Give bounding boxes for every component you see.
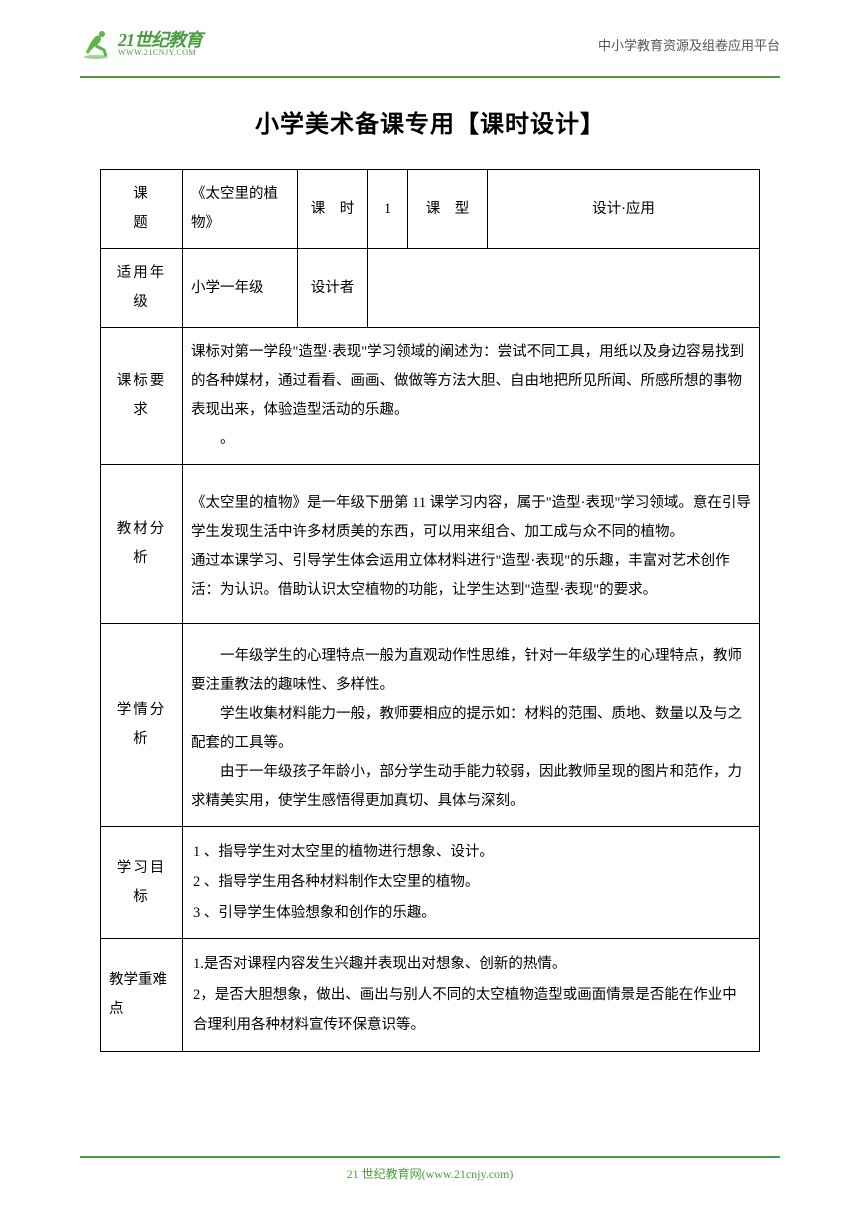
textbook-content: 《太空里的植物》是一年级下册第 11 课学习内容，属于"造型·表现"学习领域。意… [183,465,760,624]
para: 1.是否对课程内容发生兴趣并表现出对想象、创新的热情。 [193,949,749,979]
standard-content: 课标对第一学段"造型·表现"学习领域的阐述为：尝试不同工具，用纸以及身边容易找到… [183,328,760,465]
type-label: 课 型 [408,170,488,249]
grade-label: 适用年级 [101,249,183,328]
topic-label: 课 题 [101,170,183,249]
header-right-text: 中小学教育资源及组卷应用平台 [598,35,780,54]
table-row: 学情分析 一年级学生的心理特点一般为直观动作性思维，针对一年级学生的心理特点，教… [101,624,760,827]
designer-label: 设计者 [298,249,368,328]
table-row: 课 题 《太空里的植物》 课 时 1 课 型 设计·应用 [101,170,760,249]
logo-sub-text: WWW.21CNJY.COM [118,49,202,57]
para: 。 [191,425,751,454]
table-row: 课标要求 课标对第一学段"造型·表现"学习领域的阐述为：尝试不同工具，用纸以及身… [101,328,760,465]
standard-label: 课标要求 [101,328,183,465]
para: 课标对第一学段"造型·表现"学习领域的阐述为：尝试不同工具，用纸以及身边容易找到… [191,338,751,425]
type-value: 设计·应用 [488,170,760,249]
situation-label: 学情分析 [101,624,183,827]
para: 2 、指导学生用各种材料制作太空里的植物。 [193,867,749,897]
footer-text: 21 世纪教育网(www.21cnjy.com) [0,1165,860,1182]
para: 由于一年级孩子年龄小，部分学生动手能力较弱，因此教师呈现的图片和范作，力求精美实… [191,758,751,816]
period-label: 课 时 [298,170,368,249]
designer-value [368,249,760,328]
logo-text: 21世纪教育 WWW.21CNJY.COM [118,31,202,57]
situation-content: 一年级学生的心理特点一般为直观动作性思维，针对一年级学生的心理特点，教师要注重教… [183,624,760,827]
title-section: 小学美术备课专用【课时设计】 [0,104,860,139]
runner-icon [80,28,112,60]
keypoints-content: 1.是否对课程内容发生兴趣并表现出对想象、创新的热情。 2，是否大胆想象，做出、… [183,939,760,1051]
page-title: 小学美术备课专用【课时设计】 [0,104,860,139]
logo-area: 21世纪教育 WWW.21CNJY.COM [80,28,202,60]
goals-content: 1 、指导学生对太空里的植物进行想象、设计。 2 、指导学生用各种材料制作太空里… [183,827,760,939]
table-row: 教学重难点 1.是否对课程内容发生兴趣并表现出对想象、创新的热情。 2，是否大胆… [101,939,760,1051]
logo-main-text: 21世纪教育 [118,31,202,49]
table-row: 适用年级 小学一年级 设计者 [101,249,760,328]
page-header: 21世纪教育 WWW.21CNJY.COM 中小学教育资源及组卷应用平台 [0,0,860,72]
table-row: 学习目标 1 、指导学生对太空里的植物进行想象、设计。 2 、指导学生用各种材料… [101,827,760,939]
keypoints-label: 教学重难点 [101,939,183,1051]
period-value: 1 [368,170,408,249]
textbook-label: 教材分析 [101,465,183,624]
footer-divider [80,1156,780,1158]
para: 《太空里的植物》是一年级下册第 11 课学习内容，属于"造型·表现"学习领域。意… [191,489,751,547]
para: 2，是否大胆想象，做出、画出与别人不同的太空植物造型或画面情景是否能在作业中合理… [193,980,749,1041]
para: 3 、引导学生体验想象和创作的乐趣。 [193,898,749,928]
para: 学生收集材料能力一般，教师要相应的提示如：材料的范围、质地、数量以及与之配套的工… [191,700,751,758]
para: 通过本课学习、引导学生体会运用立体材料进行"造型·表现"的乐趣，丰富对艺术创作活… [191,547,751,605]
topic-value: 《太空里的植物》 [183,170,298,249]
para: 1 、指导学生对太空里的植物进行想象、设计。 [193,837,749,867]
grade-value: 小学一年级 [183,249,298,328]
header-divider [80,76,780,78]
table-row: 教材分析 《太空里的植物》是一年级下册第 11 课学习内容，属于"造型·表现"学… [101,465,760,624]
para: 一年级学生的心理特点一般为直观动作性思维，针对一年级学生的心理特点，教师要注重教… [191,642,751,700]
goals-label: 学习目标 [101,827,183,939]
lesson-plan-table: 课 题 《太空里的植物》 课 时 1 课 型 设计·应用 适用年级 小学一年级 … [100,169,760,1052]
